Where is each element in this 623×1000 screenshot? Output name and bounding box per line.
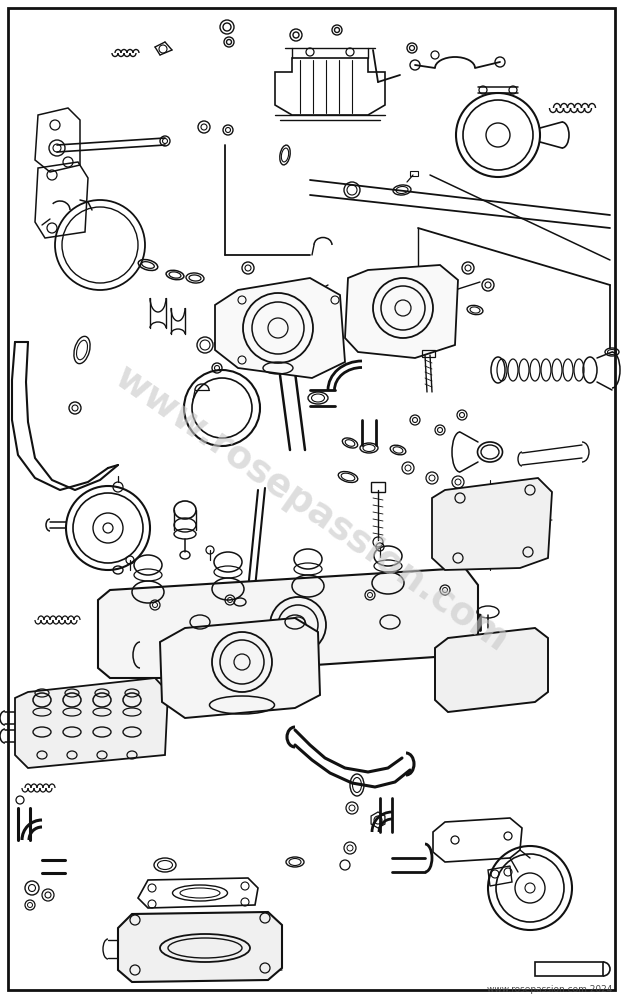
- Polygon shape: [160, 618, 320, 718]
- Bar: [535, 962, 603, 976]
- Polygon shape: [215, 278, 345, 378]
- Polygon shape: [98, 568, 478, 678]
- Polygon shape: [15, 678, 168, 768]
- Polygon shape: [435, 628, 548, 712]
- Text: www.rosepassion.com: www.rosepassion.com: [107, 360, 515, 660]
- Bar: [410, 171, 418, 176]
- Text: www.rosepassion.com 2024: www.rosepassion.com 2024: [487, 985, 612, 994]
- Polygon shape: [345, 265, 458, 358]
- Bar: [422, 350, 435, 357]
- Polygon shape: [118, 912, 282, 982]
- Polygon shape: [432, 478, 552, 570]
- Bar: [371, 482, 385, 492]
